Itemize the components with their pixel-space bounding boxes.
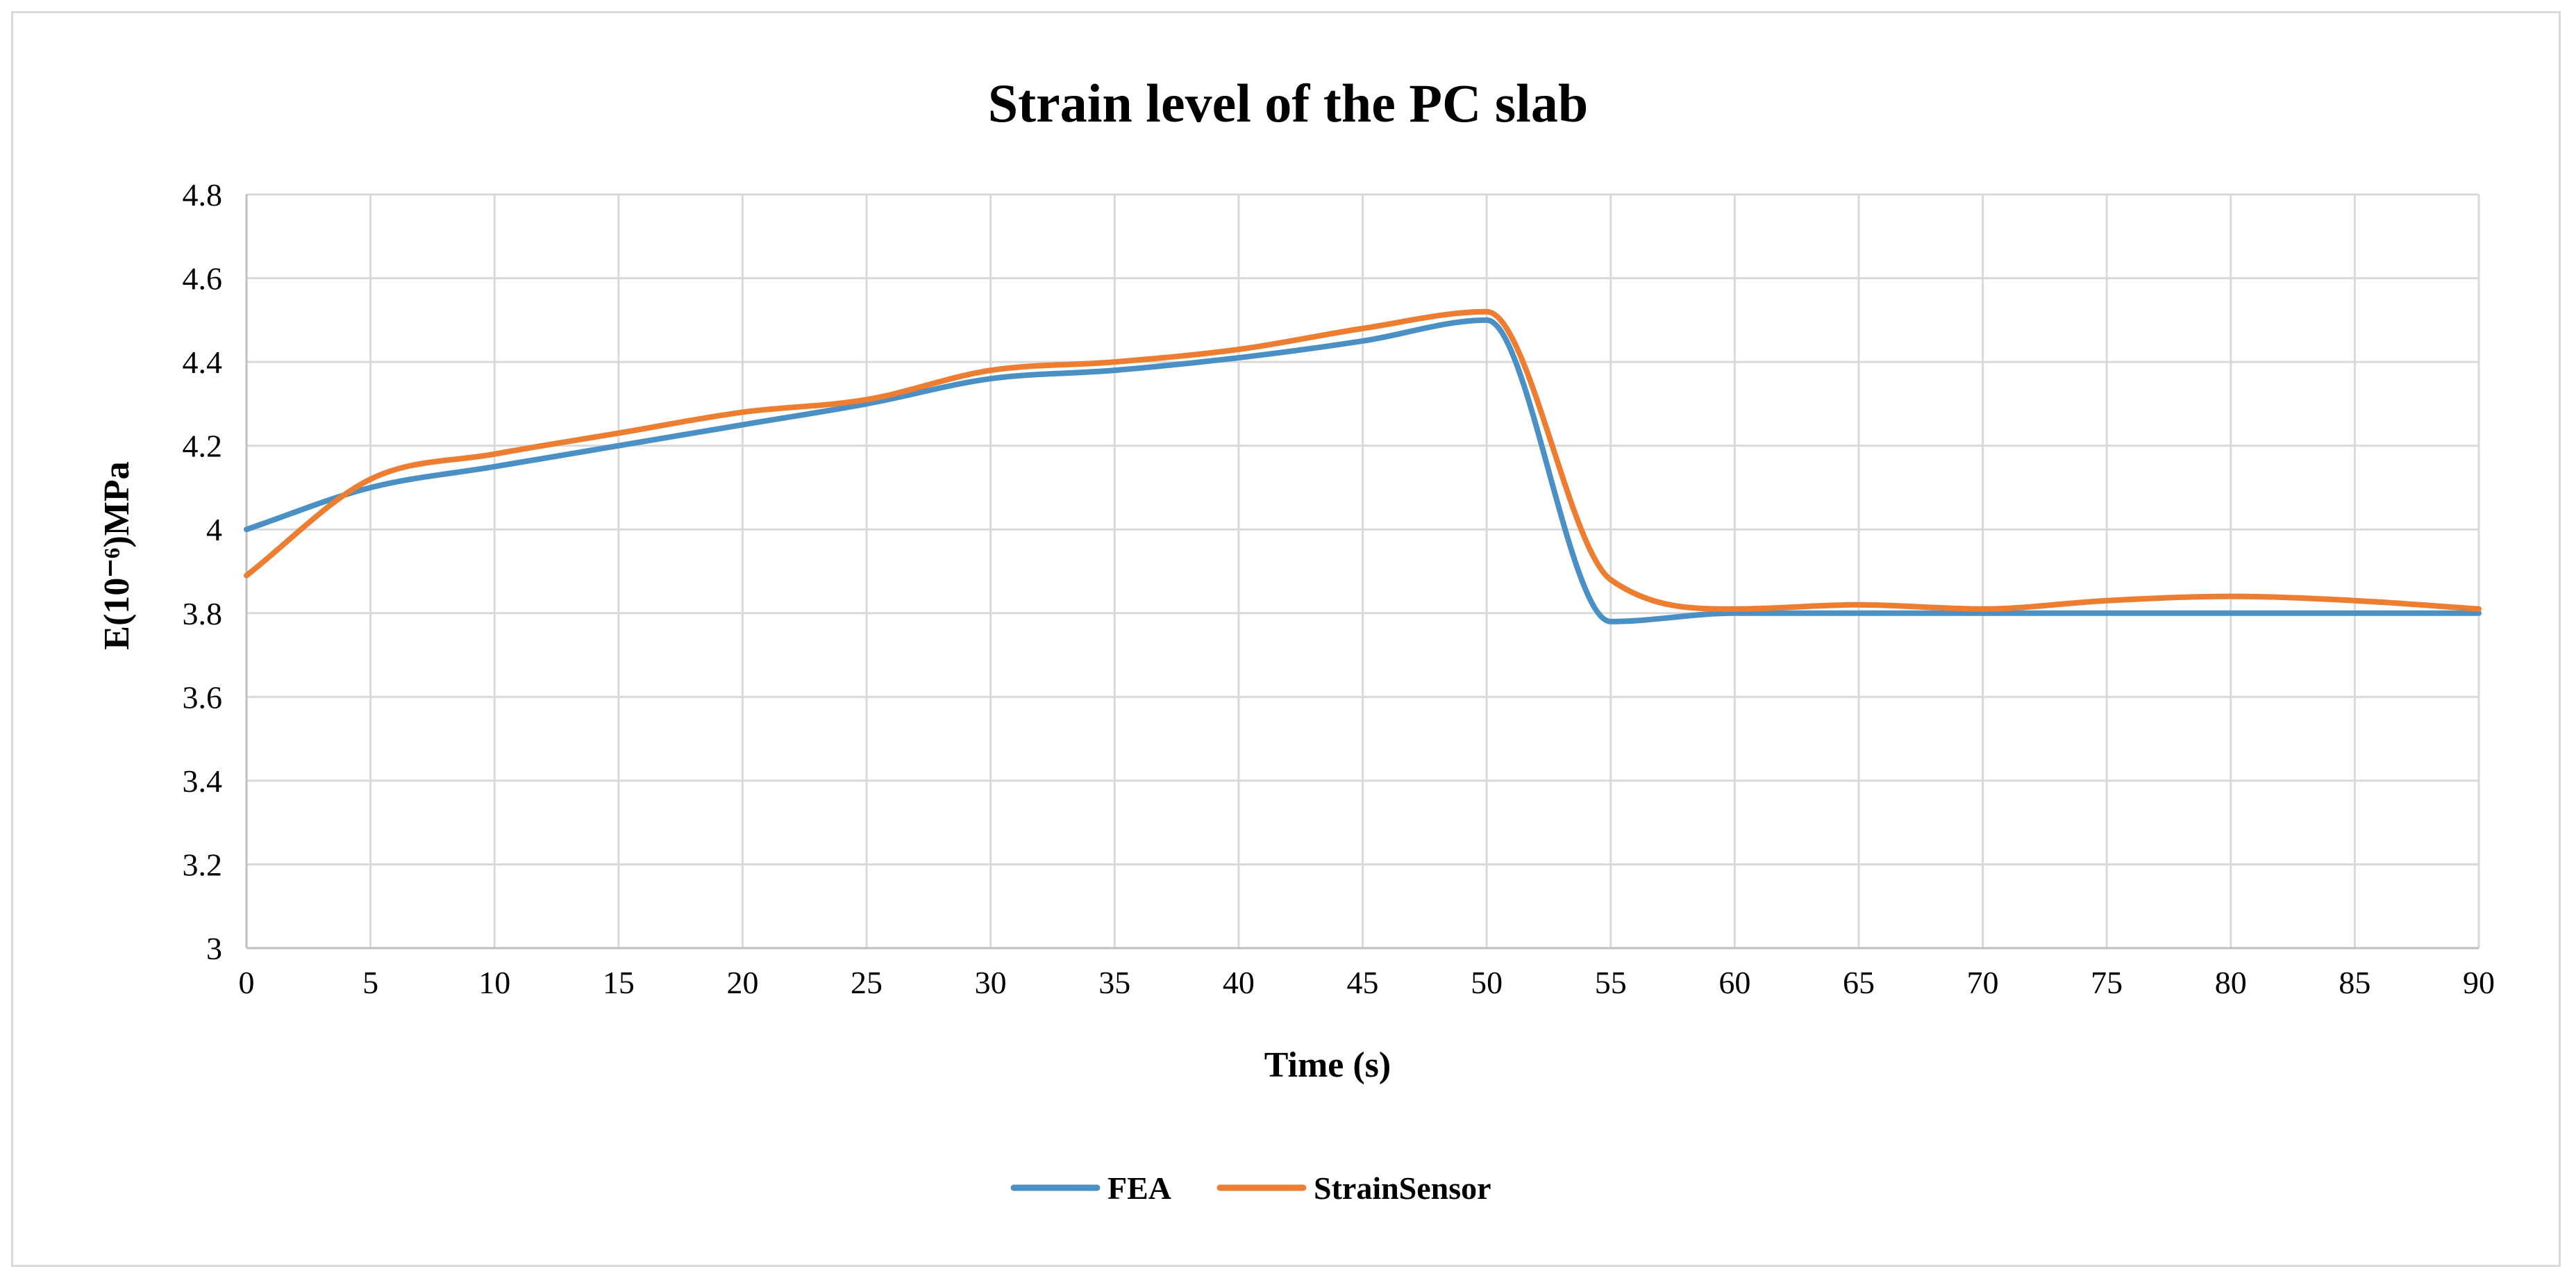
- y-tick-label: 3.6: [183, 679, 223, 715]
- legend: FEA StrainSensor: [1010, 1170, 1491, 1206]
- series-line-fea: [244, 317, 2482, 624]
- x-tick-label: 15: [603, 965, 635, 1000]
- x-tick-label: 60: [1718, 965, 1750, 1000]
- x-tick-label: 10: [478, 965, 510, 1000]
- x-tick-label: 85: [2339, 965, 2370, 1000]
- y-tick-label: 4: [206, 512, 222, 547]
- chart-frame: [11, 11, 2561, 1267]
- x-tick-label: 55: [1595, 965, 1627, 1000]
- x-tick-label: 0: [239, 965, 255, 1000]
- legend-label-fea: FEA: [1107, 1170, 1171, 1206]
- y-axis-title: E(10⁻⁶)MPa: [97, 461, 137, 649]
- chart-title: Strain level of the PC slab: [988, 73, 1588, 133]
- series-line-strainsensor: [244, 308, 2482, 612]
- x-tick-label: 75: [2091, 965, 2123, 1000]
- series-lines: [244, 308, 2482, 624]
- x-tick-label: 45: [1347, 965, 1379, 1000]
- y-tick-label: 3.2: [183, 847, 223, 882]
- y-tick-label: 3: [206, 931, 222, 966]
- x-tick-label: 30: [975, 965, 1007, 1000]
- x-tick-labels: 0 5 10 15 20 25 30 35 40 45 50 55 60 65 70 75 80 85 90: [239, 965, 2495, 1000]
- x-tick-label: 65: [1843, 965, 1875, 1000]
- y-tick-label: 3.4: [183, 763, 223, 799]
- x-tick-label: 5: [362, 965, 378, 1000]
- x-tick-label: 20: [726, 965, 758, 1000]
- x-tick-label: 50: [1471, 965, 1503, 1000]
- y-tick-label: 4.6: [183, 261, 223, 297]
- y-tick-label: 4.4: [183, 345, 223, 380]
- x-tick-label: 70: [1967, 965, 1999, 1000]
- gridlines: [245, 193, 2480, 950]
- x-tick-label: 90: [2463, 965, 2495, 1000]
- y-tick-labels: 3 3.2 3.4 3.6 3.8 4 4.2 4.4 4.6 4.8: [183, 177, 223, 966]
- y-tick-label: 4.8: [183, 177, 223, 213]
- x-tick-label: 40: [1223, 965, 1255, 1000]
- axes: [245, 194, 2479, 950]
- x-tick-label: 25: [851, 965, 883, 1000]
- y-tick-label: 4.2: [183, 429, 223, 464]
- x-axis-title: Time (s): [1264, 1045, 1391, 1085]
- x-tick-label: 80: [2215, 965, 2247, 1000]
- y-tick-label: 3.8: [183, 596, 223, 631]
- x-tick-label: 35: [1098, 965, 1130, 1000]
- legend-label-strainsensor: StrainSensor: [1314, 1170, 1491, 1206]
